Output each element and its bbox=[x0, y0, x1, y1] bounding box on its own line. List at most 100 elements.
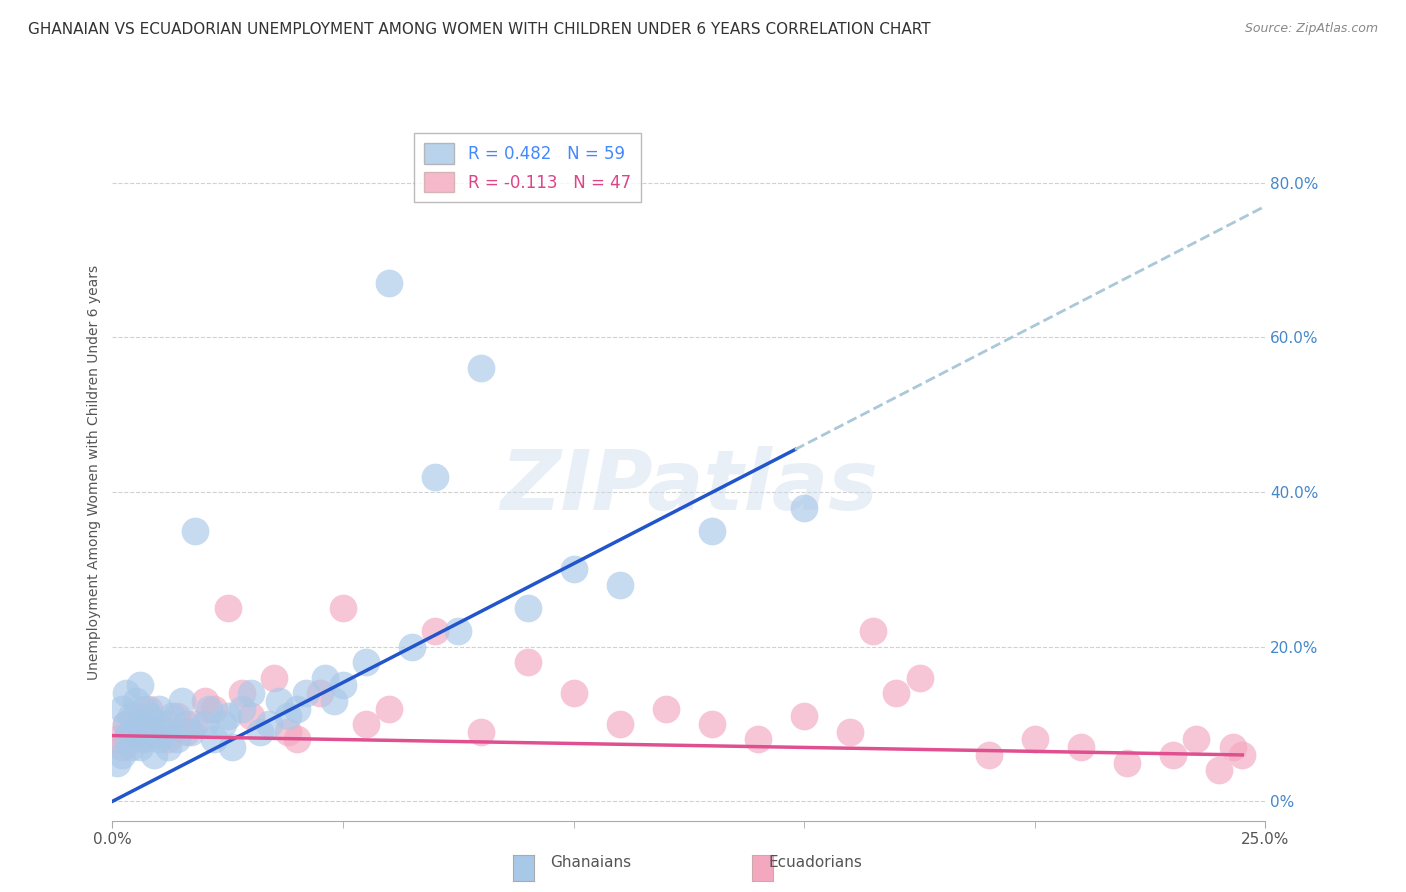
Point bbox=[1024, 732, 1046, 747]
Point bbox=[231, 701, 253, 715]
Point bbox=[1208, 764, 1230, 778]
Point bbox=[609, 578, 631, 592]
Point bbox=[156, 717, 179, 731]
Point bbox=[1232, 747, 1254, 762]
Point bbox=[332, 678, 354, 692]
Point bbox=[120, 740, 142, 755]
Point bbox=[1116, 756, 1139, 770]
Point bbox=[839, 724, 862, 739]
Point bbox=[111, 747, 134, 762]
Point bbox=[655, 701, 678, 715]
Point bbox=[1161, 747, 1184, 762]
Point bbox=[285, 701, 308, 715]
Point bbox=[239, 709, 262, 723]
Point bbox=[977, 747, 1000, 762]
Point bbox=[221, 740, 243, 755]
Point bbox=[115, 717, 138, 731]
Point bbox=[138, 724, 160, 739]
Point bbox=[124, 724, 146, 739]
Point bbox=[152, 724, 174, 739]
Point bbox=[129, 732, 152, 747]
Point bbox=[425, 469, 447, 483]
Point bbox=[194, 694, 217, 708]
Point bbox=[115, 732, 138, 747]
Point bbox=[212, 717, 235, 731]
Point bbox=[166, 732, 188, 747]
Y-axis label: Unemployment Among Women with Children Under 6 years: Unemployment Among Women with Children U… bbox=[87, 265, 101, 681]
Point bbox=[134, 732, 156, 747]
Point bbox=[180, 724, 202, 739]
Text: GHANAIAN VS ECUADORIAN UNEMPLOYMENT AMONG WOMEN WITH CHILDREN UNDER 6 YEARS CORR: GHANAIAN VS ECUADORIAN UNEMPLOYMENT AMON… bbox=[28, 22, 931, 37]
Point bbox=[378, 701, 401, 715]
Point bbox=[194, 717, 217, 731]
Point bbox=[378, 277, 401, 291]
Point bbox=[115, 686, 138, 700]
Point bbox=[285, 732, 308, 747]
Point bbox=[184, 524, 207, 538]
Point bbox=[793, 709, 815, 723]
Point bbox=[332, 601, 354, 615]
Point bbox=[138, 701, 160, 715]
Point bbox=[259, 717, 281, 731]
Text: Source: ZipAtlas.com: Source: ZipAtlas.com bbox=[1244, 22, 1378, 36]
Point bbox=[124, 709, 146, 723]
Text: ZIPatlas: ZIPatlas bbox=[501, 446, 877, 527]
Point bbox=[156, 732, 179, 747]
Point bbox=[295, 686, 318, 700]
Point bbox=[609, 717, 631, 731]
Point bbox=[314, 671, 336, 685]
Point bbox=[1070, 740, 1092, 755]
Point bbox=[120, 709, 142, 723]
Point bbox=[908, 671, 931, 685]
Point bbox=[138, 709, 160, 723]
Point bbox=[174, 717, 197, 731]
Point bbox=[170, 694, 193, 708]
Point bbox=[401, 640, 423, 654]
Point bbox=[148, 732, 170, 747]
Point bbox=[129, 678, 152, 692]
Point bbox=[793, 500, 815, 515]
Point bbox=[156, 740, 179, 755]
Point bbox=[700, 524, 723, 538]
Point bbox=[143, 747, 166, 762]
Text: Ecuadorians: Ecuadorians bbox=[769, 855, 862, 870]
Point bbox=[148, 717, 170, 731]
Point bbox=[129, 740, 152, 755]
Point bbox=[129, 717, 152, 731]
Point bbox=[862, 624, 884, 639]
Point bbox=[447, 624, 470, 639]
Point bbox=[516, 655, 538, 669]
Point bbox=[516, 601, 538, 615]
Point bbox=[134, 701, 156, 715]
Point bbox=[700, 717, 723, 731]
Point bbox=[111, 740, 134, 755]
Point bbox=[277, 709, 299, 723]
Point bbox=[309, 686, 332, 700]
Point bbox=[162, 709, 184, 723]
Point bbox=[111, 701, 134, 715]
Point bbox=[202, 732, 225, 747]
Point bbox=[249, 724, 271, 739]
Point bbox=[886, 686, 908, 700]
Point bbox=[217, 601, 239, 615]
Point bbox=[231, 686, 253, 700]
Point bbox=[1185, 732, 1208, 747]
Point bbox=[124, 694, 146, 708]
Point bbox=[354, 655, 377, 669]
Point bbox=[470, 724, 492, 739]
Point bbox=[120, 724, 142, 739]
Point bbox=[354, 717, 377, 731]
Point bbox=[239, 686, 262, 700]
Point bbox=[425, 624, 447, 639]
Point bbox=[166, 709, 188, 723]
Point bbox=[134, 724, 156, 739]
Point bbox=[322, 694, 344, 708]
Point bbox=[120, 724, 142, 739]
Point bbox=[174, 724, 197, 739]
Point bbox=[562, 686, 585, 700]
Point bbox=[202, 701, 225, 715]
Point bbox=[747, 732, 769, 747]
Point bbox=[277, 724, 299, 739]
Point bbox=[143, 717, 166, 731]
Point bbox=[217, 709, 239, 723]
